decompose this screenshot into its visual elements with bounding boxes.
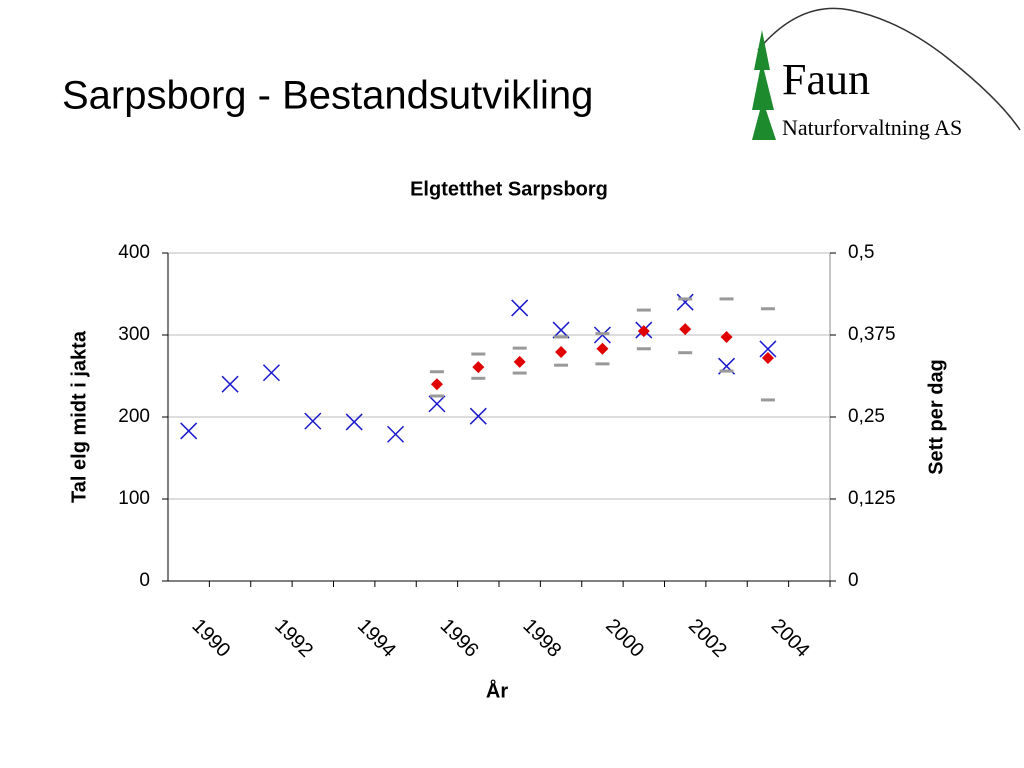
- y2-tick-label: 0,25: [848, 406, 885, 427]
- y2-tick-label: 0,375: [848, 324, 896, 345]
- x-tick-label: 1994: [353, 615, 400, 662]
- y2-axis-label: Sett per dag: [925, 359, 947, 475]
- y-tick-label: 400: [118, 242, 150, 263]
- x-axis-label: År: [486, 678, 508, 702]
- diamond-marker: [596, 342, 609, 355]
- y-tick-label: 100: [118, 488, 150, 509]
- chart-title: Elgtetthet Sarpsborg: [410, 178, 608, 200]
- y2-tick-label: 0: [848, 570, 859, 591]
- x-tick-label: 1992: [270, 615, 317, 662]
- x-marker: [511, 299, 529, 317]
- logo-subtitle: Naturforvaltning AS: [782, 115, 962, 140]
- x-marker: [552, 321, 570, 339]
- x-marker: [387, 425, 405, 443]
- y2-tick-label: 0,5: [848, 242, 874, 263]
- diamond-marker: [637, 325, 650, 338]
- diamond-marker: [720, 330, 733, 343]
- logo-hill: [757, 7, 1021, 131]
- y-tick-label: 300: [118, 324, 150, 345]
- x-marker: [428, 395, 446, 413]
- y-axis-label: Tal elg midt i jakta: [68, 330, 90, 503]
- logo: Faun Naturforvaltning AS: [752, 7, 1021, 140]
- x-tick-label: 2002: [684, 615, 731, 662]
- x-marker: [469, 407, 487, 425]
- x-marker: [304, 412, 322, 430]
- logo-name: Faun: [782, 55, 870, 104]
- x-tick-label: 1990: [187, 615, 234, 662]
- x-marker: [345, 413, 363, 431]
- x-marker: [221, 375, 239, 393]
- diamond-marker: [472, 361, 485, 374]
- x-marker: [180, 422, 198, 440]
- x-tick-label: 1996: [436, 615, 483, 662]
- y-tick-label: 200: [118, 406, 150, 427]
- y2-tick-label: 0,125: [848, 488, 896, 509]
- y-tick-label: 0: [139, 570, 150, 591]
- logo-tree: [752, 30, 776, 140]
- diamond-marker: [555, 346, 568, 359]
- diamond-marker: [430, 378, 443, 391]
- diamond-marker: [679, 323, 692, 336]
- x-marker: [676, 293, 694, 311]
- x-tick-label: 2000: [601, 615, 648, 662]
- diamond-marker: [761, 351, 774, 364]
- x-tick-label: 1998: [518, 615, 565, 662]
- x-marker: [262, 364, 280, 382]
- slide-title: Sarpsborg - Bestandsutvikling: [62, 74, 593, 118]
- x-marker: [759, 340, 777, 358]
- x-tick-label: 2004: [767, 615, 814, 662]
- diamond-marker: [513, 355, 526, 368]
